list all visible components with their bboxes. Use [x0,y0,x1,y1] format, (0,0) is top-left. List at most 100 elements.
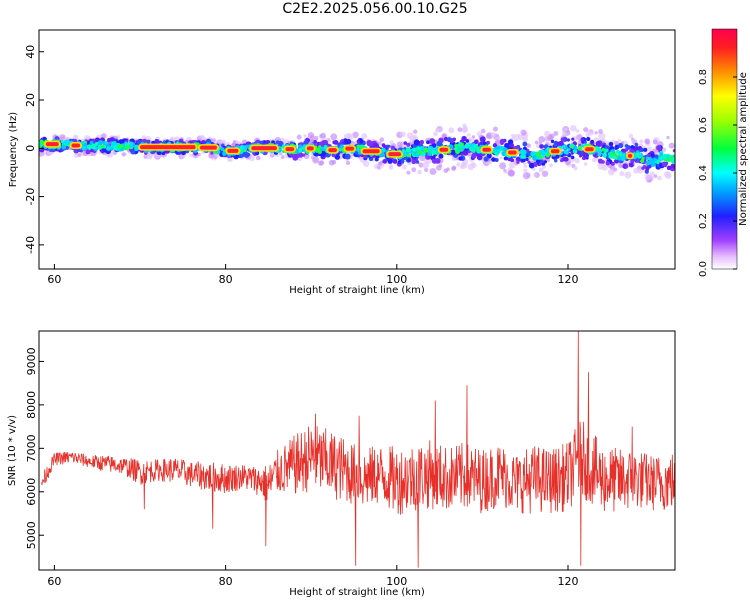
spectral-cell [435,165,442,171]
spectral-cell [508,169,515,177]
spectral-cell [496,145,501,150]
spectral-cell [260,140,264,145]
spectral-cell [515,156,521,162]
y-tick-label: 0 [24,145,37,152]
spectral-cell [479,136,486,143]
spectral-cell [388,163,393,168]
spectral-peak [627,153,633,158]
spectral-cell [400,159,405,164]
spectral-cell [628,162,634,168]
spectral-cell [345,160,351,165]
spectral-cell [565,146,569,150]
spectral-cell [151,140,156,145]
spectral-cell [510,143,514,147]
spectral-cell [386,144,390,148]
spectral-cell [128,141,134,147]
spectral-cell [636,159,641,163]
spectral-cell [649,171,655,177]
spectral-cell [483,156,489,162]
spectral-cell [419,146,425,151]
spectral-cell [499,156,503,160]
spectral-cell [345,138,352,145]
spectral-peak [45,142,59,147]
spectral-cell [426,140,430,145]
spectral-cell [630,145,635,150]
spectral-peak [439,147,449,152]
spectral-cell [664,161,669,165]
spectral-cell [499,162,507,170]
spectral-cell [490,131,497,138]
spectral-cell [318,160,324,166]
spectral-cell [434,158,441,164]
spectral-cell [499,145,504,151]
spectral-cell [323,145,328,150]
spectral-cell [464,143,470,148]
spectral-cell [624,164,629,169]
y-tick-label: 20 [24,93,37,107]
spectral-cell [520,150,524,154]
spectral-cell [86,144,92,150]
spectral-cell [458,156,463,161]
spectral-cell [560,159,564,163]
spectral-peak [345,146,355,151]
spectral-cell [521,136,529,143]
spectral-cell [341,141,345,145]
spectral-cell [303,140,309,146]
spectral-cell [554,159,558,163]
spectral-cell [39,145,42,150]
spectral-cell [73,152,79,158]
x-tick-label: 60 [47,273,61,286]
spectral-cell [619,171,625,177]
spectral-cell [526,143,532,148]
spectral-cell [411,159,417,165]
spectral-cell [560,137,565,142]
spectral-cell [421,151,426,157]
spectral-cell [298,144,303,149]
spectral-cell [581,144,584,147]
spectral-cell [328,159,335,166]
spectrogram-panel: 60 80 100 120 40 20 0 -20 -40 Height of straight … [8,29,676,296]
spectral-cell [522,155,527,159]
spectral-cell [429,138,436,145]
x-axis-label: Height of straight line (km) [289,587,425,598]
spectral-cell [628,133,634,139]
spectral-cell [630,159,635,164]
spectral-cell [553,131,559,137]
spectral-cell [377,141,382,145]
spectral-cell [473,144,478,149]
spectral-cell [366,141,373,147]
spectral-cell [106,144,110,148]
y-axis-label: SNR (10 * v/v) [7,415,18,486]
spectral-cell [382,159,388,164]
spectral-cell [313,140,317,144]
spectral-cell [423,147,429,153]
spectral-cell [517,134,521,138]
spectral-cell [373,164,379,169]
spectral-cell [656,160,660,165]
spectral-cell [532,167,536,171]
y-tick-label: 9000 [25,347,38,375]
spectral-cell [523,164,528,169]
spectral-cell [657,175,662,181]
spectral-cell [322,140,329,146]
spectral-cell [541,170,549,177]
spectral-peak [585,147,594,152]
spectral-cell [448,127,455,134]
spectral-cell [494,151,499,156]
spectral-cell [668,142,675,149]
spectral-cell [91,143,96,148]
spectral-cell [435,148,439,153]
spectral-cell [561,131,568,137]
spectral-cell [503,156,508,161]
spectral-cell [220,139,226,146]
spectral-cell [424,167,429,173]
spectral-peak [306,146,314,151]
spectral-cell [157,151,162,156]
spectral-cell [296,134,302,140]
colorbar-label: Normalized spectral amplitude [738,72,749,226]
spectral-cell [89,148,94,153]
spectral-cell [413,139,420,146]
spectral-cell [602,152,607,158]
y-axis-label: Frequency (Hz) [8,112,19,188]
spectral-cell [77,153,82,157]
